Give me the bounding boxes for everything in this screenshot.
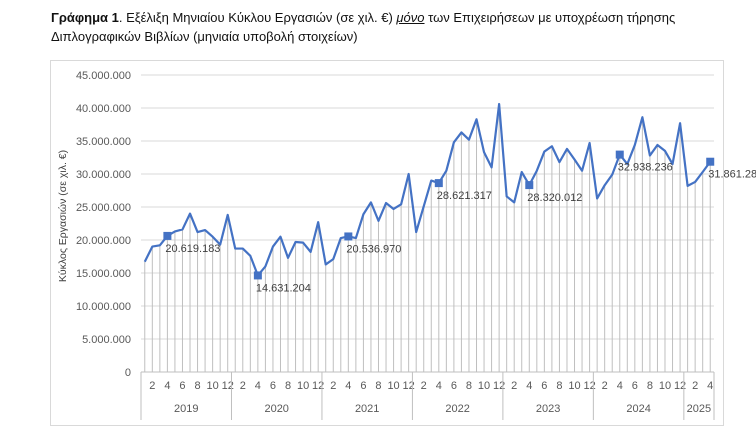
data-label: 20.536.970 <box>346 243 401 255</box>
x-month-tick-label: 12 <box>312 380 324 392</box>
data-label: 20.619.183 <box>165 243 220 255</box>
x-month-tick-label: 12 <box>222 380 234 392</box>
x-month-tick-label: 12 <box>493 380 505 392</box>
x-year-label: 2023 <box>536 403 560 415</box>
highlight-marker <box>344 232 353 241</box>
caption-text-before: . Εξέλιξη Μηνιαίου Κύκλου Εργασιών (σε χ… <box>118 10 397 25</box>
y-tick-label: 40.000.000 <box>76 103 131 115</box>
x-month-tick-label: 4 <box>255 380 261 392</box>
y-tick-label: 10.000.000 <box>76 301 131 313</box>
x-month-tick-label: 6 <box>270 380 276 392</box>
x-month-tick-label: 6 <box>541 380 547 392</box>
caption-text-after: των Επιχειρήσεων με υποχρέωση τήρησης Δι… <box>51 10 676 44</box>
x-month-tick-label: 6 <box>179 380 185 392</box>
x-month-tick-label: 2 <box>692 380 698 392</box>
x-month-tick-label: 4 <box>526 380 532 392</box>
data-label: 14.631.204 <box>256 282 311 294</box>
x-year-label: 2024 <box>626 403 650 415</box>
x-month-tick-label: 10 <box>297 380 309 392</box>
y-tick-label: 30.000.000 <box>76 169 131 181</box>
x-month-tick-label: 4 <box>707 380 713 392</box>
y-tick-label: 5.000.000 <box>82 334 131 346</box>
y-tick-label: 0 <box>125 367 131 379</box>
x-month-tick-label: 4 <box>436 380 442 392</box>
x-month-tick-label: 4 <box>164 380 170 392</box>
y-tick-label: 45.000.000 <box>76 70 131 82</box>
drop-lines <box>144 104 711 372</box>
x-month-tick-label: 8 <box>375 380 381 392</box>
x-month-tick-label: 8 <box>647 380 653 392</box>
highlight-markers <box>163 150 715 280</box>
data-label: 31.861.283 <box>708 169 756 181</box>
x-month-tick-label: 6 <box>360 380 366 392</box>
x-month-tick-label: 10 <box>387 380 399 392</box>
y-axis-ticks: 0 5.000.000 10.000.000 15.000.000 20.000.000… <box>76 70 131 379</box>
series-line <box>143 102 712 277</box>
x-month-tick-label: 8 <box>466 380 472 392</box>
x-month-tick-label: 4 <box>345 380 351 392</box>
y-tick-label: 35.000.000 <box>76 136 131 148</box>
x-year-label: 2019 <box>174 403 198 415</box>
chart-caption: Γράφημα 1. Εξέλιξη Μηνιαίου Κύκλου Εργασ… <box>51 8 741 46</box>
highlight-marker <box>163 231 172 240</box>
x-month-tick-label: 2 <box>602 380 608 392</box>
highlight-marker <box>434 179 443 188</box>
x-month-tick-label: 12 <box>674 380 686 392</box>
x-month-tick-label: 6 <box>632 380 638 392</box>
highlight-marker <box>615 150 624 159</box>
x-year-label: 2025 <box>687 403 711 415</box>
x-month-tick-label: 2 <box>421 380 427 392</box>
highlight-marker <box>706 157 715 166</box>
gridlines <box>141 74 714 373</box>
x-month-tick-label: 2 <box>240 380 246 392</box>
data-label: 28.320.012 <box>527 192 582 204</box>
x-month-tick-label: 10 <box>568 380 580 392</box>
x-year-label: 2020 <box>264 403 288 415</box>
series-path <box>143 102 712 277</box>
x-month-tick-label: 6 <box>451 380 457 392</box>
y-tick-label: 20.000.000 <box>76 235 131 247</box>
x-month-tick-label: 12 <box>583 380 595 392</box>
y-tick-label: 15.000.000 <box>76 268 131 280</box>
x-year-label: 2021 <box>355 403 379 415</box>
x-month-tick-label: 8 <box>556 380 562 392</box>
highlight-marker <box>253 271 262 280</box>
x-month-tick-label: 2 <box>149 380 155 392</box>
x-month-tick-label: 8 <box>285 380 291 392</box>
y-axis-label: Κύκλος Εργασιών (σε χιλ. €) <box>57 150 69 282</box>
highlight-marker <box>525 181 534 190</box>
data-label: 28.621.317 <box>437 190 492 202</box>
x-month-tick-label: 4 <box>617 380 623 392</box>
x-year-label: 2022 <box>445 403 469 415</box>
caption-label: Γράφημα 1 <box>51 10 119 25</box>
x-month-tick-label: 8 <box>194 380 200 392</box>
data-label: 32.938.236 <box>618 162 673 174</box>
x-month-tick-label: 10 <box>659 380 671 392</box>
x-month-tick-label: 10 <box>207 380 219 392</box>
y-tick-label: 25.000.000 <box>76 202 131 214</box>
x-month-tick-label: 2 <box>330 380 336 392</box>
data-labels: 20.619.183 14.631.204 20.536.970 28.621.317… <box>165 162 756 295</box>
x-month-tick-label: 10 <box>478 380 490 392</box>
caption-underlined-word: μόνο <box>396 10 425 25</box>
x-month-tick-label: 2 <box>511 380 517 392</box>
x-month-tick-label: 12 <box>403 380 415 392</box>
